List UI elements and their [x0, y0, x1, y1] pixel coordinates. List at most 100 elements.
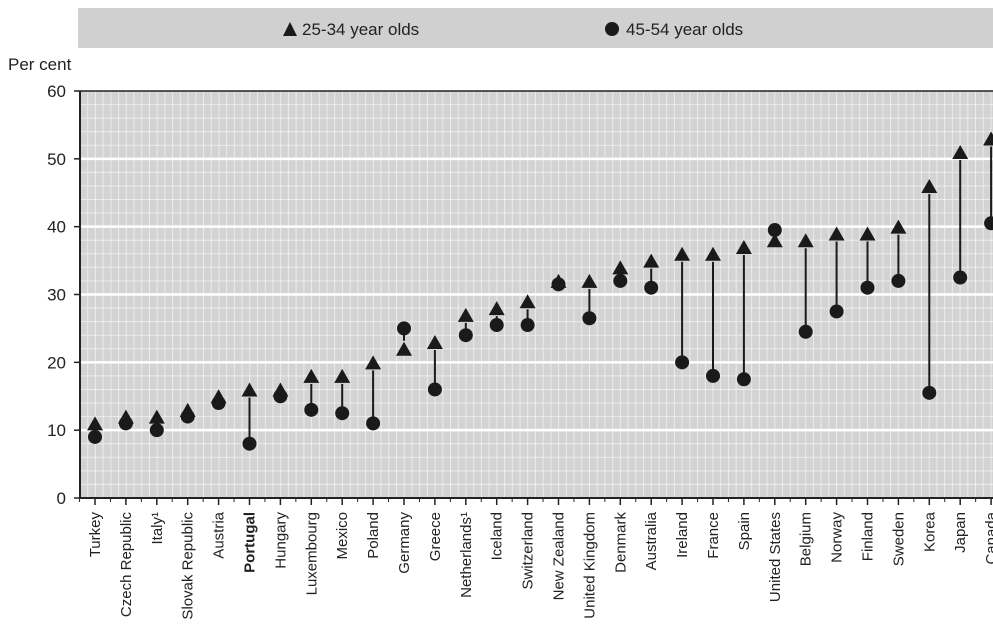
x-tick-labels: Turkey Czech Republic Italy¹ Slovak Republi…	[87, 511, 993, 619]
x-tick-label: Turkey	[87, 512, 104, 558]
legend: 25-34 year olds 45-54 year olds	[78, 8, 993, 48]
marker-25-34	[179, 402, 196, 417]
x-tick-label: Netherlands¹	[458, 512, 475, 598]
y-axis-title: Per cent	[8, 55, 72, 74]
marker-25-34	[550, 273, 567, 288]
marker-25-34	[828, 226, 845, 241]
marker-25-34	[457, 307, 474, 322]
marker-25-34	[674, 246, 691, 261]
x-tick-label: Portugal	[242, 512, 259, 573]
legend-triangle-marker	[283, 22, 297, 36]
marker-25-34	[921, 178, 938, 193]
marker-45-54	[706, 368, 720, 383]
marker-25-34	[581, 273, 598, 288]
y-tick-label: 50	[47, 150, 66, 169]
marker-25-34	[303, 368, 320, 383]
x-tick-label: Canada	[983, 511, 993, 564]
marker-45-54	[489, 318, 504, 333]
x-tick-label: Czech Republic	[118, 512, 135, 618]
marker-25-34	[983, 131, 993, 146]
marker-25-34	[210, 389, 227, 404]
marker-45-54	[427, 382, 442, 397]
marker-45-54	[242, 436, 257, 451]
marker-45-54	[953, 270, 968, 285]
marker-45-54	[149, 423, 164, 438]
marker-25-34	[952, 145, 969, 160]
marker-45-54	[860, 280, 875, 295]
marker-25-34	[426, 334, 443, 349]
y-tick-labels: 0 10 20 30 40 50 60	[47, 82, 66, 508]
x-tick-label: Spain	[736, 512, 753, 550]
x-tick-label: France	[705, 512, 722, 559]
marker-45-54	[798, 324, 813, 339]
marker-45-54	[304, 402, 319, 417]
x-tick-label: Sweden	[890, 512, 907, 566]
y-tick-label: 10	[47, 421, 66, 440]
marker-45-54	[644, 280, 659, 295]
y-tick-label: 0	[57, 489, 66, 508]
x-tick-label: Luxembourg	[303, 512, 320, 595]
marker-25-34	[519, 294, 536, 309]
x-tick-label: Norway	[829, 512, 846, 563]
x-tick-label: Finland	[860, 512, 877, 561]
marker-25-34	[766, 233, 783, 248]
marker-25-34	[488, 301, 505, 316]
marker-25-34	[797, 233, 814, 248]
legend-circle-marker	[605, 22, 619, 36]
x-tick-label: Poland	[365, 512, 382, 559]
y-tick-label: 30	[47, 286, 66, 305]
x-tick-label: Japan	[952, 512, 969, 553]
y-tick-label: 60	[47, 82, 66, 101]
marker-45-54	[335, 406, 350, 421]
marker-25-34	[396, 341, 412, 356]
x-tick-label: Austria	[211, 511, 228, 558]
marker-45-54	[458, 328, 473, 343]
marker-25-34	[365, 355, 382, 370]
marker-45-54	[829, 304, 844, 319]
marker-25-34	[334, 368, 351, 383]
legend-label-series-2: 45-54 year olds	[626, 20, 743, 39]
marker-25-34	[117, 409, 134, 424]
x-tick-label: New Zealand	[551, 512, 568, 600]
x-tick-label: Denmark	[612, 512, 629, 573]
marker-45-54	[88, 429, 102, 444]
data-marks	[87, 131, 993, 451]
x-tick-label: Mexico	[334, 512, 351, 560]
marker-45-54	[736, 372, 751, 387]
x-tick-label: Korea	[921, 511, 938, 552]
y-tick-label: 20	[47, 353, 66, 372]
x-tick-label: Iceland	[489, 512, 506, 560]
marker-45-54	[397, 321, 411, 336]
x-tick-label: United States	[767, 512, 784, 602]
marker-45-54	[520, 318, 535, 333]
x-tick-label: Switzerland	[520, 512, 537, 590]
x-tick-label: Greece	[427, 512, 444, 561]
marker-25-34	[148, 409, 165, 424]
x-tick-label: Australia	[643, 511, 660, 570]
marker-25-34	[859, 226, 876, 241]
x-tick-label: Ireland	[674, 512, 691, 558]
marker-45-54	[582, 311, 597, 326]
legend-background	[78, 8, 993, 48]
marker-45-54	[891, 273, 906, 288]
marker-25-34	[241, 382, 258, 397]
marker-45-54	[366, 416, 381, 431]
x-tick-label: Hungary	[272, 512, 289, 569]
marker-25-34	[705, 246, 721, 261]
marker-25-34	[87, 416, 103, 431]
marker-25-34	[735, 240, 752, 255]
marker-25-34	[890, 219, 907, 234]
marker-45-54	[922, 385, 937, 400]
y-tick-label: 40	[47, 218, 66, 237]
x-tick-label: United Kingdom	[581, 512, 598, 619]
x-tick-label: Slovak Republic	[180, 512, 197, 620]
x-tick-label: Germany	[396, 512, 413, 574]
legend-label-series-1: 25-34 year olds	[302, 20, 419, 39]
marker-45-54	[613, 273, 628, 288]
marker-25-34	[272, 382, 289, 397]
axes	[74, 90, 993, 505]
x-tick-label: Italy¹	[149, 512, 166, 545]
marker-25-34	[643, 253, 660, 268]
marker-45-54	[984, 216, 993, 231]
